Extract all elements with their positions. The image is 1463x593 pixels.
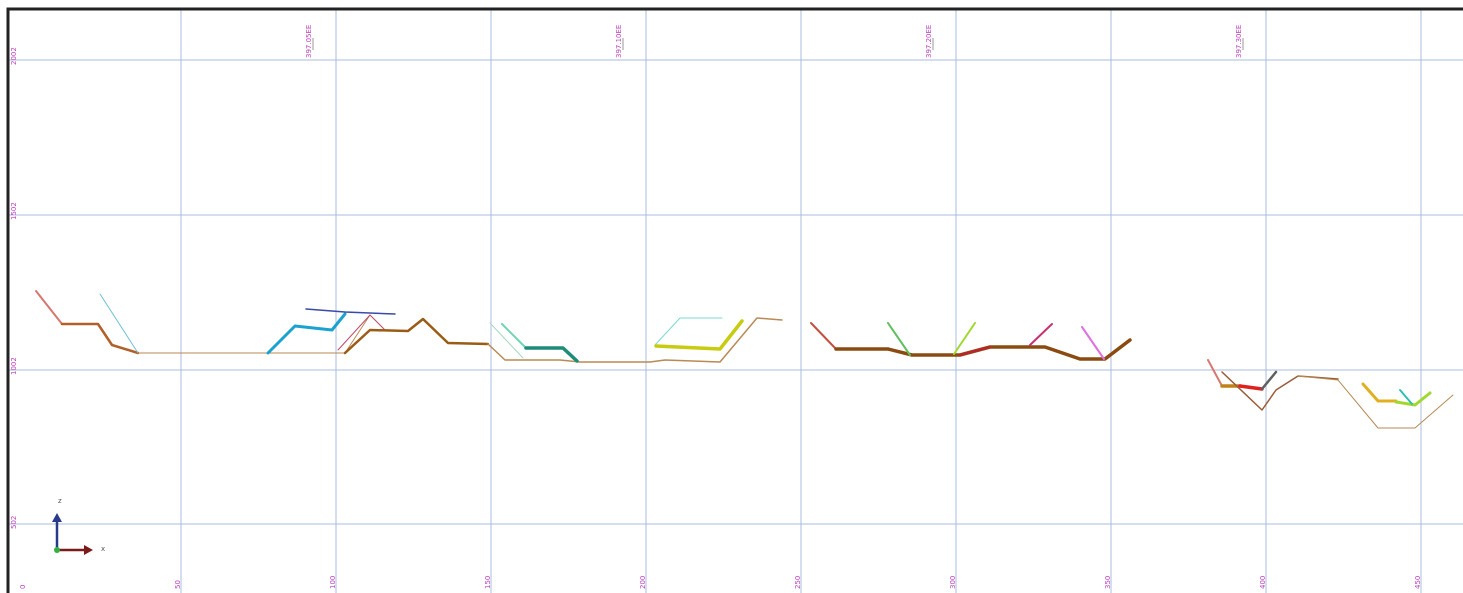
axis-icon: z x: [52, 497, 105, 555]
profile-line: [887, 322, 911, 356]
profile-line: [305, 308, 396, 315]
x-axis-label: 200: [639, 576, 647, 589]
profile-line: [654, 319, 744, 351]
station-label: 397.10EE: [615, 25, 623, 58]
z-label: z: [58, 497, 62, 505]
profile-line: [1260, 370, 1278, 391]
y-axis-label: 2002: [10, 47, 18, 65]
profile-line: [959, 346, 991, 356]
x-axis-label: 50: [174, 580, 182, 589]
x-axis-label: 150: [484, 576, 492, 589]
profile-line: [1361, 382, 1398, 403]
x-axis-label: 450: [1414, 576, 1422, 589]
profile-line: [1297, 375, 1454, 429]
origin: [54, 547, 60, 553]
x-axis-label: 300: [949, 576, 957, 589]
station-label: 397.20EE: [925, 25, 933, 58]
grid: [9, 10, 1463, 593]
profile-line: [99, 293, 139, 354]
profile-line: [35, 290, 63, 325]
x-label: x: [101, 545, 105, 553]
profile-line: [654, 317, 723, 346]
profile-line: [343, 317, 490, 355]
x-axis-label: 350: [1104, 576, 1112, 589]
profile-line: [810, 322, 837, 350]
y-axis-label: 502: [10, 516, 18, 529]
axis-labels: 0 50 100 150 200 250 300 350 400 450 2002 1502 1002 5…: [10, 25, 1422, 589]
x-arrow-head: [84, 545, 93, 555]
x-axis-label: 400: [1259, 576, 1267, 589]
x-axis-label: 0: [19, 585, 27, 589]
profile-line: [489, 322, 524, 359]
profile-line: [1081, 326, 1105, 360]
profile-line: [501, 323, 527, 349]
station-label: 397.05EE: [305, 25, 313, 58]
profile-line: [1399, 389, 1413, 405]
profile-line: [1238, 384, 1264, 391]
frame: [6, 7, 1463, 593]
profile-line: [953, 322, 976, 355]
profile-line: [1029, 323, 1053, 346]
profile-line: [524, 346, 579, 363]
station-label: 397.30EE: [1235, 25, 1243, 58]
profile-line: [337, 314, 386, 351]
z-arrow-head: [52, 513, 62, 522]
x-axis-label: 100: [329, 576, 337, 589]
profile-lines: [35, 290, 1454, 429]
y-axis-label: 1502: [10, 202, 18, 220]
y-axis-label: 1002: [10, 357, 18, 375]
profile-line: [266, 312, 347, 355]
x-axis-label: 250: [794, 576, 802, 589]
profile-line: [60, 322, 140, 355]
profile-line: [1394, 391, 1432, 407]
profile-line: [487, 317, 783, 363]
profile-line: [1207, 359, 1223, 387]
